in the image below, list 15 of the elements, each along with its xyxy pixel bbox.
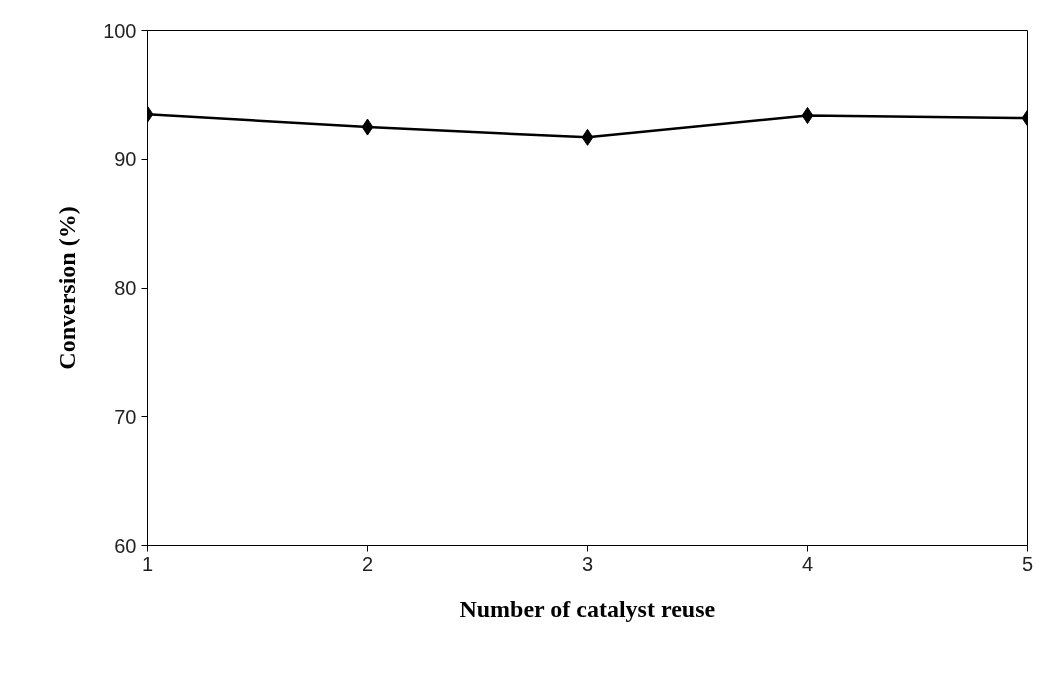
point bbox=[801, 106, 814, 124]
y-tick-label: 90 bbox=[114, 148, 137, 171]
y-tick-label: 80 bbox=[114, 277, 137, 299]
x-tick-label: 3 bbox=[581, 552, 594, 575]
y-tick-label: 70 bbox=[114, 405, 137, 428]
x-tick-label: 5 bbox=[1021, 552, 1034, 575]
point bbox=[361, 118, 374, 136]
x-tick-label: 2 bbox=[361, 552, 374, 575]
point bbox=[581, 128, 594, 146]
y-tick-label: 100 bbox=[103, 19, 137, 42]
x-tick-label: 4 bbox=[801, 552, 814, 575]
x-tick-label: 1 bbox=[141, 552, 154, 575]
x-axis-title: Number of catalyst reuse bbox=[459, 595, 716, 622]
y-tick-label: 60 bbox=[114, 534, 137, 557]
y-axis-title: Conversion (%) bbox=[54, 206, 81, 370]
